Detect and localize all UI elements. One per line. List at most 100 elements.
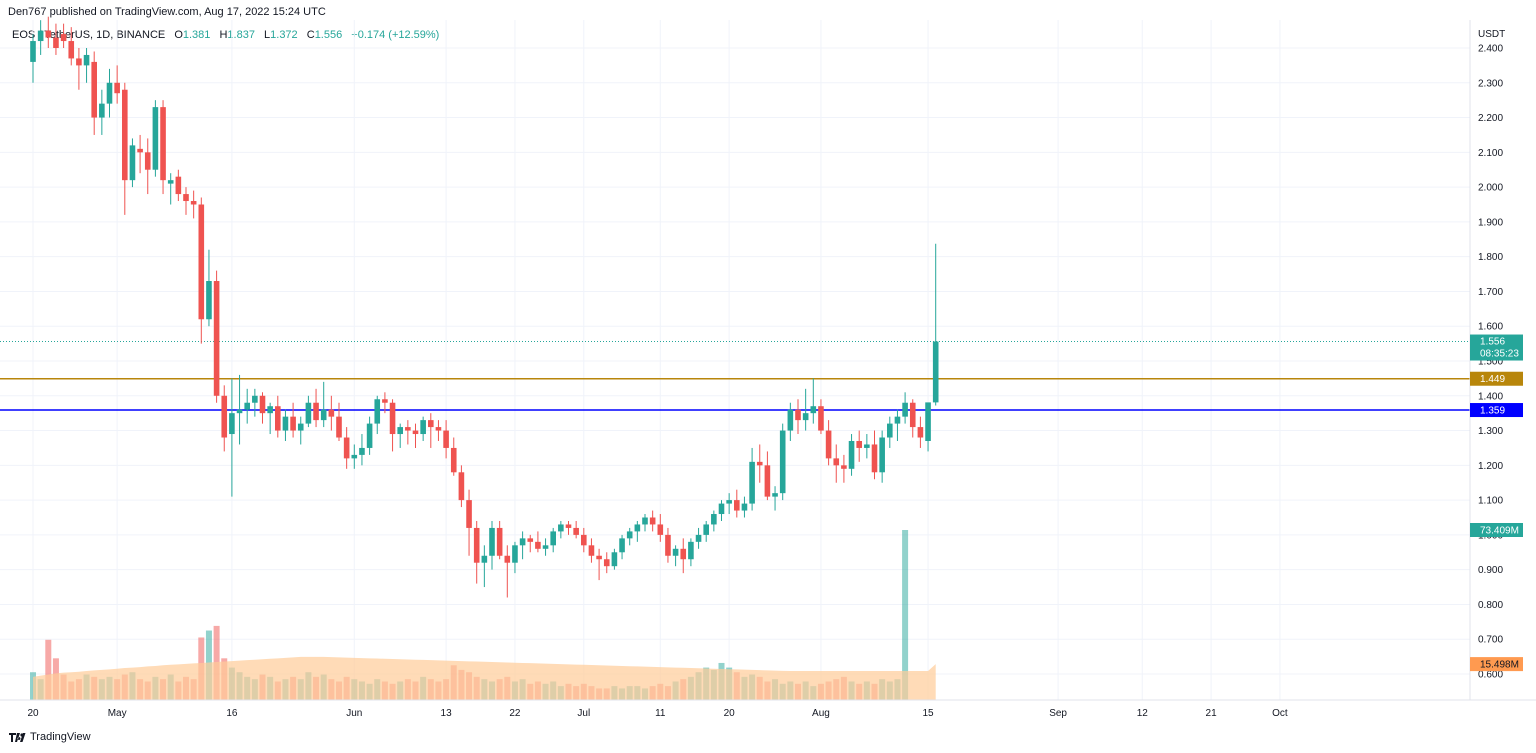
candle[interactable] — [389, 399, 396, 452]
candle[interactable] — [917, 416, 924, 448]
candle[interactable] — [496, 520, 503, 560]
candle[interactable] — [542, 538, 549, 556]
candle[interactable] — [558, 520, 564, 539]
candle[interactable] — [106, 68, 113, 118]
candle[interactable] — [206, 249, 212, 327]
candle[interactable] — [175, 169, 182, 202]
candle[interactable] — [481, 545, 488, 588]
candle[interactable] — [420, 416, 426, 441]
candle[interactable] — [290, 402, 296, 438]
candle[interactable] — [53, 23, 59, 55]
candle[interactable] — [512, 541, 518, 574]
candle[interactable] — [397, 423, 403, 448]
candle[interactable] — [229, 378, 235, 497]
candle[interactable] — [221, 385, 228, 452]
candle[interactable] — [297, 416, 304, 445]
candle[interactable] — [726, 493, 732, 515]
candle[interactable] — [382, 392, 388, 414]
candle[interactable] — [925, 402, 931, 452]
candle[interactable] — [734, 489, 740, 518]
candle[interactable] — [473, 520, 480, 584]
candle[interactable] — [45, 16, 52, 48]
candle[interactable] — [466, 489, 472, 556]
candle[interactable] — [825, 420, 832, 466]
candle[interactable] — [902, 392, 908, 424]
candle[interactable] — [244, 388, 250, 424]
candle[interactable] — [527, 534, 534, 553]
candle[interactable] — [665, 527, 671, 563]
candle[interactable] — [756, 444, 763, 483]
candle[interactable] — [680, 538, 687, 574]
candle[interactable] — [879, 430, 885, 483]
candle[interactable] — [573, 520, 579, 539]
candle[interactable] — [68, 27, 75, 66]
candle[interactable] — [336, 402, 342, 441]
candle[interactable] — [848, 434, 855, 476]
candle[interactable] — [779, 423, 786, 501]
candle[interactable] — [611, 548, 618, 570]
candle[interactable] — [833, 444, 840, 483]
candle[interactable] — [649, 510, 656, 532]
candle[interactable] — [366, 416, 373, 455]
candle[interactable] — [535, 531, 541, 553]
candle[interactable] — [841, 454, 847, 483]
candle[interactable] — [412, 423, 419, 448]
candle[interactable] — [351, 444, 358, 469]
candle[interactable] — [137, 134, 143, 174]
candle[interactable] — [99, 89, 105, 135]
candle[interactable] — [657, 514, 664, 542]
candle[interactable] — [596, 548, 602, 581]
candle[interactable] — [236, 374, 243, 445]
candle[interactable] — [282, 409, 289, 441]
candle[interactable] — [749, 447, 755, 511]
candle[interactable] — [374, 395, 381, 435]
candle[interactable] — [167, 173, 174, 205]
candle[interactable] — [764, 451, 771, 501]
candle[interactable] — [856, 430, 862, 462]
candle[interactable] — [213, 270, 220, 403]
candle[interactable] — [458, 465, 465, 508]
candle[interactable] — [519, 531, 526, 560]
candle[interactable] — [129, 138, 136, 188]
candle[interactable] — [328, 395, 335, 431]
candle[interactable] — [672, 545, 679, 567]
candle[interactable] — [83, 48, 90, 83]
candle[interactable] — [588, 538, 595, 563]
candle[interactable] — [60, 23, 67, 48]
candle[interactable] — [688, 538, 694, 567]
candle[interactable] — [642, 514, 648, 532]
candle[interactable] — [152, 100, 159, 177]
candle[interactable] — [144, 138, 151, 195]
candle[interactable] — [932, 243, 939, 406]
candle[interactable] — [504, 545, 511, 598]
candle[interactable] — [190, 190, 197, 219]
candle[interactable] — [565, 520, 572, 535]
candle[interactable] — [772, 486, 778, 511]
candle[interactable] — [695, 527, 702, 549]
candle[interactable] — [718, 500, 725, 521]
candle[interactable] — [405, 420, 411, 445]
candle[interactable] — [30, 34, 36, 83]
candle[interactable] — [122, 82, 128, 215]
candle[interactable] — [787, 402, 794, 441]
candle[interactable] — [864, 434, 870, 459]
candle[interactable] — [114, 65, 120, 104]
candle[interactable] — [871, 430, 878, 480]
candle[interactable] — [909, 399, 916, 438]
candle[interactable] — [259, 392, 266, 424]
candle[interactable] — [581, 527, 587, 553]
candle[interactable] — [802, 388, 809, 431]
candle[interactable] — [76, 48, 82, 90]
candle[interactable] — [275, 395, 281, 438]
candle[interactable] — [198, 197, 205, 344]
candle[interactable] — [359, 434, 365, 466]
candle[interactable] — [320, 381, 327, 428]
candle[interactable] — [795, 399, 801, 435]
candle[interactable] — [183, 187, 189, 215]
candle[interactable] — [37, 20, 44, 55]
candle[interactable] — [91, 51, 97, 135]
candle[interactable] — [894, 409, 901, 441]
candle[interactable] — [313, 388, 319, 428]
candle[interactable] — [634, 520, 641, 542]
